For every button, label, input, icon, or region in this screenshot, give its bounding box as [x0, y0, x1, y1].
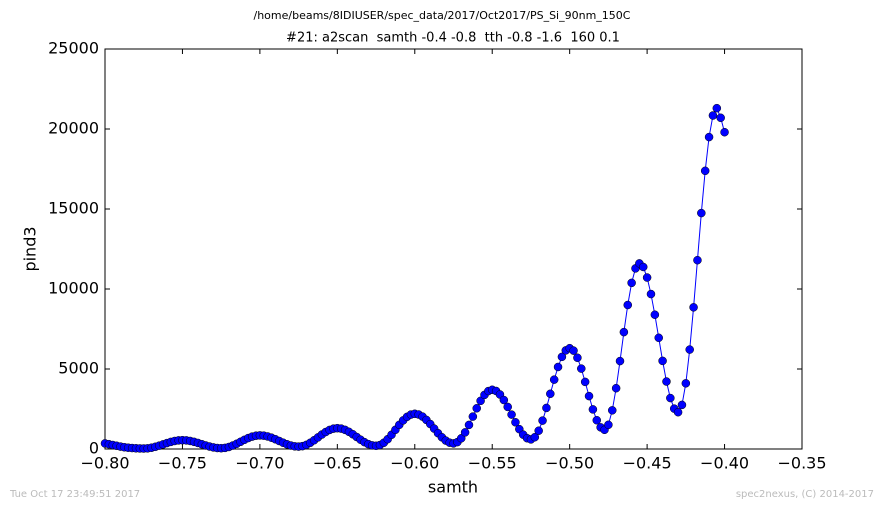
data-point [464, 420, 474, 430]
data-point [716, 113, 725, 123]
data-point [460, 428, 470, 437]
data-point [619, 327, 629, 337]
footer-credit: spec2nexus, (C) 2014-2017 [736, 489, 874, 500]
x-tick-label: −0.40 [700, 454, 749, 473]
data-point [499, 395, 509, 405]
data-point [654, 333, 663, 343]
x-axis-label: samth [428, 478, 478, 497]
data-point [677, 400, 687, 410]
data-line [104, 107, 726, 450]
data-point [569, 346, 578, 355]
data-point [608, 406, 617, 415]
data-point [685, 345, 694, 354]
data-point [615, 356, 625, 366]
data-point [704, 132, 714, 142]
footer-date: Tue Oct 17 23:49:51 2017 [9, 489, 140, 500]
data-point [650, 310, 660, 319]
y-tick-label: 15000 [48, 199, 99, 218]
data-point [584, 391, 594, 401]
y-tick-label: 10000 [48, 279, 99, 298]
data-point [611, 383, 621, 393]
data-point [549, 375, 559, 384]
data-point [693, 255, 702, 265]
data-point [646, 289, 656, 299]
data-point [534, 426, 543, 435]
data-point [638, 262, 648, 272]
data-point [557, 352, 567, 362]
y-tick-label: 25000 [48, 39, 99, 58]
data-point [577, 364, 586, 373]
y-axis-label: pind3 [21, 226, 40, 271]
data-point [697, 208, 706, 218]
data-point [503, 402, 512, 412]
x-tick-label: −0.45 [623, 454, 672, 473]
data-point [689, 303, 698, 312]
data-point [468, 412, 478, 421]
data-point [673, 407, 683, 417]
data-point [507, 410, 516, 419]
data-point [472, 404, 481, 413]
plot-frame [104, 48, 803, 450]
data-point [588, 405, 598, 414]
data-point [580, 377, 590, 387]
data-point [666, 393, 675, 403]
data-point [592, 415, 602, 425]
y-tick-label: 5000 [58, 359, 99, 378]
data-point [700, 166, 710, 176]
x-tick-label: −0.70 [235, 454, 284, 473]
data-point [456, 434, 466, 443]
x-tick-label: −0.55 [468, 454, 517, 473]
data-point [662, 377, 671, 386]
data-point [542, 403, 551, 413]
data-point [627, 278, 636, 288]
x-tick-label: −0.60 [390, 454, 439, 473]
data-point [530, 432, 540, 442]
data-point [604, 420, 613, 430]
data-point [658, 356, 667, 366]
data-point [553, 362, 563, 372]
data-point [623, 300, 632, 310]
data-point [720, 127, 729, 137]
x-tick-label: −0.35 [777, 454, 826, 473]
y-tick-label: 0 [89, 439, 99, 458]
data-point [681, 379, 691, 388]
chart-subtitle: #21: a2scan samth -0.4 -0.8 tth -0.8 -1.… [286, 31, 620, 46]
data-point [476, 396, 485, 406]
x-tick-label: −0.65 [313, 454, 362, 473]
data-point [538, 416, 547, 425]
data-point [511, 418, 520, 427]
x-tick-label: −0.50 [545, 454, 594, 473]
x-tick-label: −0.80 [80, 454, 129, 473]
data-point [708, 111, 718, 120]
data-point [546, 389, 555, 399]
chart-title: /home/beams/8IDIUSER/spec_data/2017/Oct2… [254, 9, 631, 22]
data-point [573, 353, 582, 363]
y-tick-label: 20000 [48, 119, 99, 138]
x-tick-label: −0.75 [158, 454, 207, 473]
data-point [642, 273, 652, 282]
data-point [712, 103, 722, 113]
